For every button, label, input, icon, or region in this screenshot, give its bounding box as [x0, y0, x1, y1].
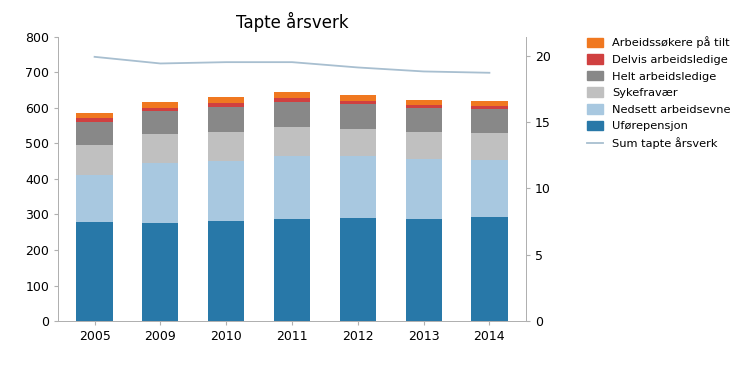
Bar: [339, 218, 376, 321]
Bar: [77, 145, 112, 175]
Bar: [472, 101, 507, 106]
Bar: [339, 129, 376, 157]
Bar: [142, 108, 179, 111]
Bar: [142, 102, 179, 108]
Bar: [208, 221, 245, 321]
Bar: [142, 134, 179, 163]
Bar: [208, 161, 245, 221]
Bar: [405, 108, 442, 131]
Bar: [274, 92, 310, 98]
Bar: [405, 159, 442, 219]
Legend: Arbeidssøkere på tiltak, Delvis arbeidsledige, Helt arbeidsledige, Sykefravær, N: Arbeidssøkere på tiltak, Delvis arbeidsl…: [588, 36, 730, 149]
Bar: [472, 132, 507, 160]
Bar: [405, 105, 442, 108]
Bar: [339, 95, 376, 101]
Bar: [405, 219, 442, 321]
Bar: [405, 100, 442, 105]
Bar: [339, 104, 376, 129]
Bar: [77, 122, 112, 145]
Bar: [77, 222, 112, 321]
Bar: [339, 101, 376, 104]
Bar: [472, 110, 507, 132]
Bar: [142, 163, 179, 223]
Bar: [208, 103, 245, 107]
Bar: [274, 127, 310, 156]
Bar: [405, 131, 442, 159]
Bar: [208, 97, 245, 103]
Bar: [274, 98, 310, 101]
Bar: [77, 113, 112, 118]
Bar: [274, 101, 310, 127]
Bar: [274, 219, 310, 321]
Title: Tapte årsverk: Tapte årsverk: [236, 12, 348, 32]
Bar: [472, 106, 507, 110]
Bar: [274, 156, 310, 219]
Bar: [77, 118, 112, 122]
Bar: [142, 223, 179, 321]
Bar: [472, 160, 507, 217]
Bar: [208, 132, 245, 161]
Bar: [472, 217, 507, 321]
Bar: [142, 111, 179, 134]
Bar: [208, 107, 245, 132]
Bar: [339, 157, 376, 218]
Bar: [77, 175, 112, 222]
